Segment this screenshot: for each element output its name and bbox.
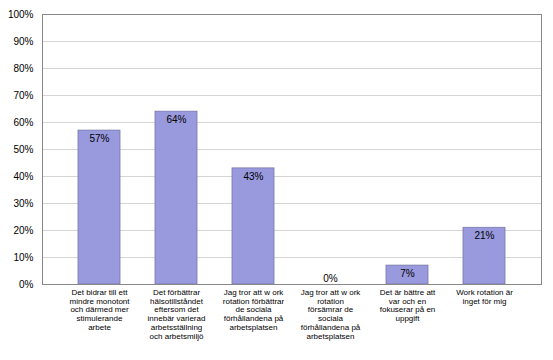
svg-text:64%: 64% (166, 114, 186, 125)
svg-text:50%: 50% (13, 144, 33, 155)
svg-text:0%: 0% (323, 273, 338, 284)
svg-text:Jag tror att w orkrotation för: Jag tror att w orkrotation förbättrarde … (223, 288, 285, 332)
svg-text:30%: 30% (13, 198, 33, 209)
svg-text:60%: 60% (13, 117, 33, 128)
svg-text:21%: 21% (474, 230, 494, 241)
svg-text:7%: 7% (400, 268, 415, 279)
svg-text:Det förbättrarhälsotillståndet: Det förbättrarhälsotillståndeteftersom d… (148, 288, 206, 341)
svg-text:0%: 0% (19, 279, 34, 290)
svg-text:80%: 80% (13, 63, 33, 74)
svg-text:Det är bättre attvar och enfok: Det är bättre attvar och enfokuserar på … (380, 288, 436, 323)
svg-text:Jag tror att w orkrotationförs: Jag tror att w orkrotationförsämrar deso… (301, 288, 362, 341)
svg-text:Det bidrar till ettmindre mono: Det bidrar till ettmindre monotontoch dä… (69, 288, 130, 332)
svg-text:70%: 70% (13, 90, 33, 101)
svg-text:57%: 57% (89, 133, 109, 144)
svg-text:20%: 20% (13, 225, 33, 236)
svg-text:43%: 43% (243, 171, 263, 182)
svg-text:10%: 10% (13, 252, 33, 263)
svg-text:Work rotation äringet för mig: Work rotation äringet för mig (456, 288, 513, 306)
svg-text:40%: 40% (13, 171, 33, 182)
svg-text:90%: 90% (13, 36, 33, 47)
svg-text:100%: 100% (8, 9, 34, 20)
